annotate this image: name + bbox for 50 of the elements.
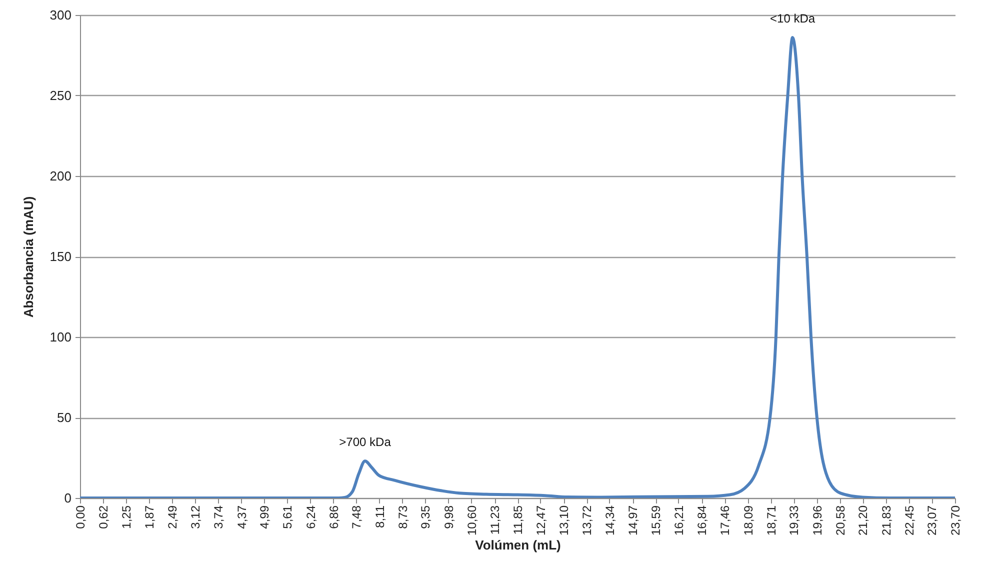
x-tick-label: 19,33 <box>787 505 802 536</box>
x-tick-label: 4,37 <box>234 505 249 529</box>
x-tick-label: 2,49 <box>165 505 180 529</box>
x-tick-label: 9,35 <box>418 505 433 529</box>
x-tick-label: 12,47 <box>534 505 548 536</box>
x-tick-label: 15,59 <box>649 505 664 536</box>
x-axis-title: Volúmen (mL) <box>475 538 561 553</box>
annotation: <10 kDa <box>770 12 816 26</box>
y-tick-label: 50 <box>57 410 72 425</box>
x-tick-label: 8,11 <box>372 505 387 528</box>
y-axis-title: Absorbancia (mAU) <box>20 196 36 318</box>
x-tick-label: 19,96 <box>810 505 824 536</box>
x-tick-label: 3,12 <box>188 505 203 529</box>
x-tick-label: 5,61 <box>280 505 295 529</box>
x-tick-label: 7,48 <box>350 505 364 529</box>
y-tick-label: 200 <box>50 168 72 184</box>
x-tick-label: 17,46 <box>718 505 732 536</box>
x-tick-label: 20,58 <box>833 505 848 536</box>
x-tick-label: 16,21 <box>672 505 686 536</box>
x-tick-label: 22,45 <box>902 505 916 536</box>
x-tick-label: 1,87 <box>142 505 157 529</box>
x-tick-label: 23,07 <box>925 505 940 536</box>
x-tick-label: 3,74 <box>212 505 226 529</box>
x-tick-label: 1,25 <box>120 505 134 529</box>
annotation: >700 kDa <box>339 434 392 449</box>
x-tick-label: 6,86 <box>326 505 341 529</box>
x-tick-label: 4,99 <box>258 505 272 529</box>
x-tick-label: 0,00 <box>74 505 88 529</box>
x-tick-label: 13,72 <box>580 505 594 536</box>
x-tick-label: 16,84 <box>695 505 710 536</box>
x-tick-label: 21,83 <box>879 505 894 536</box>
y-tick-label: 300 <box>50 8 72 22</box>
x-tick-label: 0,62 <box>96 505 110 529</box>
x-tick-label: 14,34 <box>602 505 617 536</box>
x-tick-label: 11,85 <box>511 505 525 535</box>
y-tick-label: 150 <box>50 249 72 264</box>
x-tick-label: 6,24 <box>304 505 318 529</box>
x-tick-label: 13,10 <box>557 505 572 536</box>
y-tick-label: 0 <box>64 490 72 506</box>
x-tick-label: 8,73 <box>396 505 410 529</box>
x-tick-label: 18,09 <box>741 505 756 536</box>
x-tick-label: 10,60 <box>464 505 479 536</box>
y-tick-label: 250 <box>50 88 72 103</box>
x-tick-label: 11,23 <box>488 505 502 535</box>
y-tick-label: 100 <box>50 330 72 344</box>
x-tick-label: 9,98 <box>442 505 456 529</box>
x-tick-label: 21,20 <box>856 505 870 536</box>
x-tick-label: 18,71 <box>764 505 778 536</box>
x-tick-label: 14,97 <box>626 505 640 536</box>
x-tick-label: 23,70 <box>948 505 962 536</box>
